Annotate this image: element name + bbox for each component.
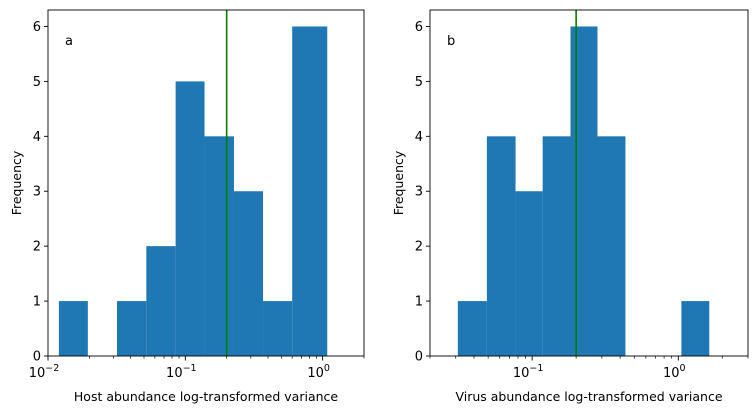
histogram-bar	[233, 191, 264, 356]
panel-b: 0 1 2 3 4 5 6 10−1 100 Virus abundance log-transf…	[391, 9, 749, 404]
histogram-bar	[542, 136, 571, 356]
histogram-bar	[263, 301, 293, 356]
histogram-bar	[597, 136, 626, 356]
y-tick-label: 4	[415, 130, 423, 145]
x-tick-label: 10−1	[166, 363, 197, 381]
y-tick-label: 5	[415, 75, 423, 90]
y-axis-label: Frequency	[391, 150, 406, 215]
y-tick-label: 0	[33, 350, 41, 365]
x-tick-label: 10−1	[513, 363, 544, 381]
panel-label: a	[65, 34, 73, 49]
histogram-bar	[457, 301, 487, 356]
y-tick-label: 1	[33, 295, 41, 310]
panel-a: 0 1 2 3 4 5 6 10−2 10−1 100 Host abundance log-tra…	[9, 9, 365, 404]
y-tick-label: 2	[415, 240, 423, 255]
x-tick-label: 10−2	[29, 363, 60, 381]
y-tick-label: 3	[33, 185, 41, 200]
x-tick-label: 100	[663, 363, 686, 381]
histogram-bar	[175, 81, 205, 357]
y-tick-label: 6	[415, 20, 423, 35]
histogram-bar	[204, 136, 234, 356]
y-tick-label: 6	[33, 20, 41, 35]
histogram-bar	[58, 301, 88, 356]
y-tick-label: 4	[33, 130, 41, 145]
x-axis-label: Host abundance log-transformed variance	[74, 389, 338, 404]
panel-label: b	[447, 34, 455, 49]
histogram-bar	[515, 191, 543, 356]
histogram-bar	[146, 246, 176, 356]
histogram-bar	[486, 136, 516, 356]
histogram-bar	[116, 301, 147, 356]
y-tick-label: 5	[33, 75, 41, 90]
axes-frame	[47, 9, 365, 357]
y-axis-label: Frequency	[9, 150, 24, 215]
y-tick-label: 0	[415, 350, 423, 365]
histogram-bar	[292, 26, 328, 356]
x-axis-label: Virus abundance log-transformed variance	[455, 389, 722, 404]
y-tick-label: 3	[415, 185, 423, 200]
y-tick-label: 1	[415, 295, 423, 310]
axes-frame	[429, 9, 749, 357]
histogram-bar	[681, 301, 710, 356]
y-tick-label: 2	[33, 240, 41, 255]
x-tick-label: 100	[307, 363, 330, 381]
histogram-bar	[570, 26, 598, 356]
